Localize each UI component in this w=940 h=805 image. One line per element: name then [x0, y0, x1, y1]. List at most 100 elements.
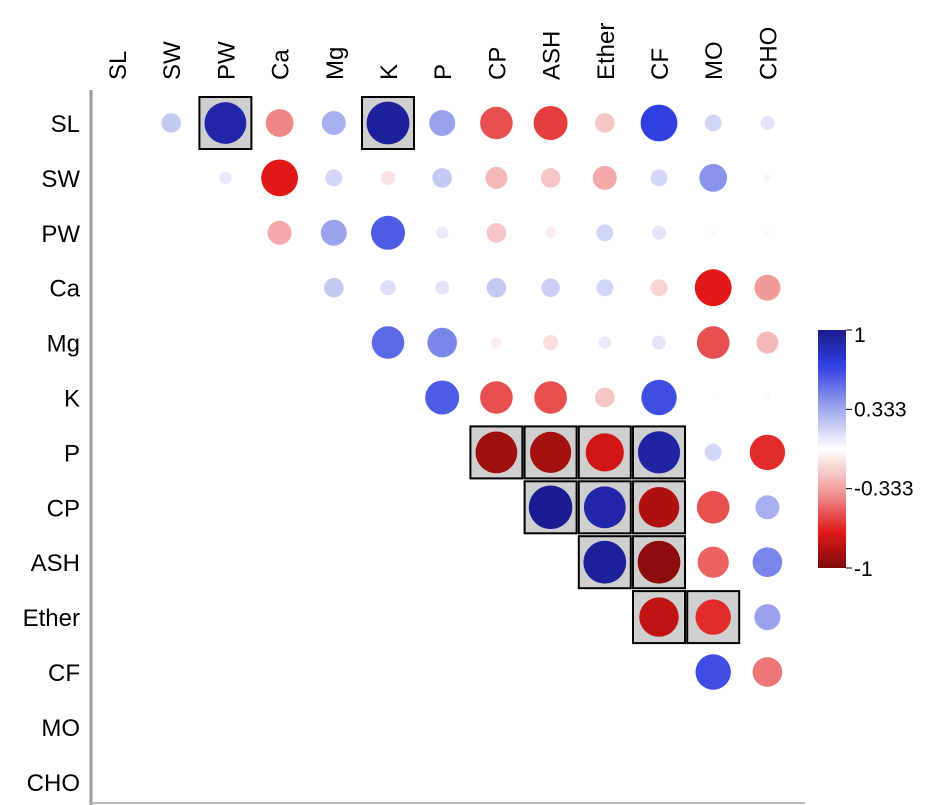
corr-circle: [696, 491, 730, 524]
row-label: Ether: [23, 605, 80, 632]
corr-circle: [530, 431, 572, 473]
corr-circle: [320, 219, 347, 246]
corr-circle: [366, 101, 410, 145]
corr-circle: [486, 277, 507, 298]
corr-circle: [756, 331, 779, 354]
corr-circle: [637, 431, 681, 474]
column-label: CF: [647, 48, 674, 80]
corr-circle: [650, 279, 668, 297]
corr-circle: [324, 277, 344, 298]
corr-circle: [380, 280, 396, 296]
corr-circle: [596, 224, 614, 242]
corr-circle: [704, 443, 722, 461]
row-label: K: [64, 386, 80, 413]
corr-circle: [640, 104, 678, 142]
axes: [89, 90, 805, 805]
corr-circle: [699, 164, 728, 192]
corr-circle: [480, 381, 513, 414]
colorbar-tick-label: -1: [854, 558, 873, 581]
corr-circle: [480, 106, 513, 140]
corr-circle: [435, 280, 450, 295]
column-label: CP: [484, 47, 511, 80]
column-label: ASH: [539, 31, 566, 80]
corr-circle: [710, 229, 717, 236]
corr-circle: [491, 337, 502, 348]
colorbar-gradient: [818, 330, 846, 568]
corr-circle: [265, 109, 294, 137]
column-label: Ether: [593, 23, 620, 80]
corr-circle: [371, 215, 405, 250]
corr-circle: [486, 223, 507, 243]
corr-circle: [540, 168, 561, 188]
corr-circle: [754, 274, 781, 301]
corr-circle: [694, 269, 732, 307]
corr-circle: [204, 102, 247, 144]
row-label: MO: [41, 715, 80, 742]
column-label: MO: [701, 41, 728, 80]
corr-circle: [371, 326, 405, 359]
column-label: PW: [213, 41, 240, 80]
corr-circle: [583, 486, 626, 529]
cells: [161, 96, 786, 690]
corr-circle: [429, 110, 456, 136]
column-label: K: [376, 64, 403, 80]
row-labels: SL SW PW Ca Mg KP CP ASH Ether CF MO CHO: [23, 111, 81, 797]
corr-circle: [763, 174, 772, 182]
corr-circle: [583, 540, 627, 584]
corr-circle: [696, 326, 730, 359]
corr-circle: [754, 604, 781, 631]
corr-circle: [639, 597, 679, 637]
corr-circle: [697, 546, 729, 578]
corr-circle: [595, 387, 615, 408]
corr-circle: [641, 379, 677, 416]
corr-circle: [543, 335, 559, 351]
corr-circle: [752, 657, 783, 687]
corr-circle: [752, 547, 783, 577]
row-label: CP: [47, 495, 80, 522]
corr-circle: [475, 431, 518, 474]
column-label: Mg: [322, 47, 349, 80]
corr-circle: [436, 226, 449, 239]
corr-circle: [652, 225, 666, 240]
column-label: Ca: [268, 49, 295, 80]
corr-circle: [596, 279, 614, 297]
colorbar-tick-label: 1: [854, 324, 866, 347]
corr-circle: [638, 487, 680, 528]
column-labels: SL SW PW Ca Mg K P CP ASH Ether CF MO CHO: [105, 23, 782, 80]
corr-circle: [485, 166, 508, 189]
corr-circle: [760, 116, 775, 130]
corr-circle: [267, 220, 292, 245]
corr-circle: [321, 111, 346, 135]
corr-circle: [261, 159, 298, 197]
corr-circle: [755, 495, 780, 520]
corr-circle: [219, 171, 232, 185]
column-label: SW: [159, 41, 186, 80]
row-label: CHO: [27, 770, 80, 797]
corr-circle: [325, 169, 343, 187]
corr-circle: [528, 485, 573, 530]
corr-circle: [704, 114, 722, 132]
corr-circle: [427, 327, 458, 358]
corr-circle: [764, 229, 771, 236]
corr-circle: [650, 169, 668, 187]
corr-circle: [598, 336, 611, 349]
row-label: CF: [48, 660, 80, 687]
colorbar-tick-label: -0.333: [854, 478, 914, 501]
row-label: Mg: [47, 331, 80, 358]
corr-circle: [695, 654, 731, 690]
corr-circle: [541, 278, 560, 298]
row-label: SL: [51, 111, 80, 138]
corr-circle: [161, 113, 181, 133]
corr-circle: [534, 381, 567, 414]
colorbar-tick-label: 0.333: [854, 398, 907, 421]
corr-circle: [432, 168, 453, 188]
corr-circle: [637, 540, 681, 584]
row-label: P: [64, 440, 80, 467]
corr-circle: [533, 106, 568, 140]
column-label: P: [430, 64, 457, 80]
corr-circle: [381, 170, 395, 185]
corr-circle: [695, 599, 731, 635]
corr-circle: [592, 165, 617, 190]
corr-circle: [764, 394, 771, 401]
corr-circle: [545, 227, 556, 239]
